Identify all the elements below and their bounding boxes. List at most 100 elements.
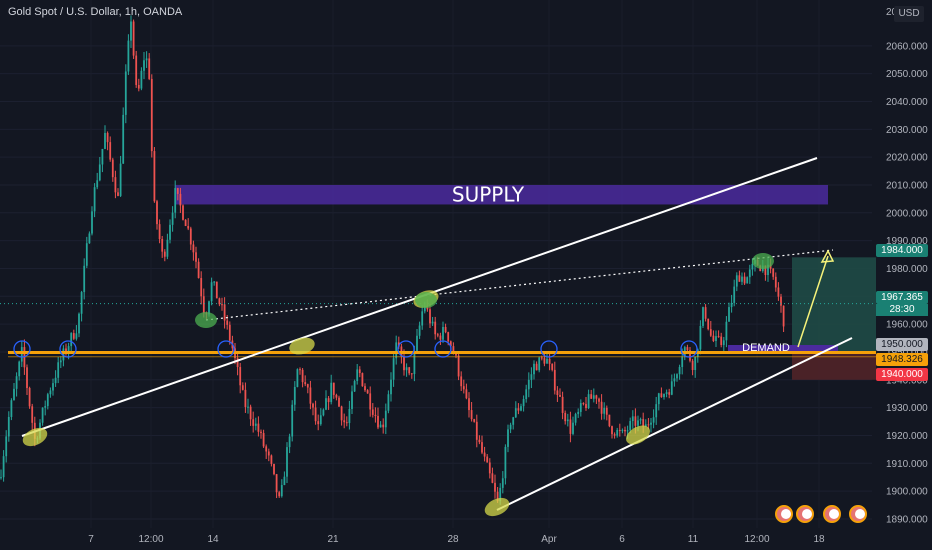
candle-body <box>481 442 483 453</box>
candle-body <box>605 407 608 415</box>
candle-body <box>286 447 288 477</box>
candle-body <box>735 275 738 287</box>
candle-body <box>494 482 496 492</box>
candle-body <box>44 406 47 408</box>
support-test-marker[interactable] <box>434 340 452 358</box>
candle-body <box>455 353 457 356</box>
candle-body <box>348 408 351 424</box>
candle-body <box>777 287 780 297</box>
candle-body <box>512 417 515 425</box>
candle-body <box>59 360 62 363</box>
candle-body <box>704 307 707 319</box>
level-touch-marker[interactable] <box>195 312 217 328</box>
projection-arrow[interactable] <box>797 255 829 348</box>
candle-body <box>613 434 616 436</box>
last-price-label: 1967.365 <box>876 291 928 304</box>
target-zone[interactable] <box>792 257 876 352</box>
candle-body <box>621 429 624 431</box>
candle-body <box>530 374 533 380</box>
candle-body <box>514 408 517 418</box>
candle-body <box>525 389 528 400</box>
candle-body <box>192 244 195 253</box>
lower-trendline[interactable] <box>496 337 853 511</box>
candle-body <box>660 393 663 398</box>
currency-button[interactable]: USD <box>894 6 924 22</box>
candle-body <box>442 326 444 340</box>
candle-body <box>725 321 728 341</box>
candle-body <box>392 358 395 380</box>
candle-body <box>533 363 535 375</box>
candle-body <box>197 261 200 279</box>
candle-body <box>527 379 530 390</box>
candle-body <box>93 187 96 212</box>
candle-body <box>369 393 372 410</box>
candle-body <box>543 358 546 364</box>
candle-body <box>585 403 587 409</box>
candle-body <box>603 407 606 414</box>
y-tick-label: 2060.000 <box>886 41 928 52</box>
trendline-touch-marker[interactable] <box>482 494 512 519</box>
candle-body <box>15 376 18 389</box>
candle-body <box>306 384 309 388</box>
candle-body <box>122 114 125 164</box>
candle-body <box>46 394 49 407</box>
candle-body <box>548 358 551 364</box>
projection-arrow-head <box>820 249 835 263</box>
candle-body <box>473 419 476 422</box>
candle-body <box>595 395 598 399</box>
candle-body <box>405 367 408 371</box>
support-test-marker[interactable] <box>217 340 235 358</box>
candle-body <box>223 304 226 321</box>
trendline-touch-marker[interactable] <box>287 335 316 357</box>
candle-body <box>364 386 366 391</box>
candle-body <box>639 419 642 421</box>
support-test-marker[interactable] <box>397 340 415 358</box>
candle-body <box>184 219 187 226</box>
candle-body <box>124 71 127 115</box>
candle-body <box>288 436 291 448</box>
candle-body <box>616 429 619 436</box>
stop-zone[interactable] <box>792 351 876 380</box>
candle-body <box>135 55 138 85</box>
candle-body <box>83 265 86 293</box>
candle-body <box>353 381 356 392</box>
candle-body <box>444 326 447 333</box>
candle-body <box>452 346 455 354</box>
support-test-marker[interactable] <box>59 340 77 358</box>
level-touch-marker[interactable] <box>415 292 437 308</box>
candle-body <box>551 363 554 370</box>
candle-body <box>579 403 582 412</box>
dotted-target-line[interactable] <box>205 249 834 321</box>
symbol-title[interactable]: Gold Spot / U.S. Dollar, 1h, OANDA <box>8 6 183 18</box>
candle-body <box>782 305 785 327</box>
candle-body <box>377 415 379 428</box>
candle-body <box>340 406 343 421</box>
y-tick-label: 2000.000 <box>886 208 928 219</box>
candle-body <box>501 478 504 488</box>
candle-body <box>618 429 621 431</box>
support-test-marker[interactable] <box>680 340 698 358</box>
bar-countdown-label: 28:30 <box>876 304 928 316</box>
candle-body <box>239 367 242 386</box>
candle-body <box>553 369 556 391</box>
y-tick-label: 1930.000 <box>886 403 928 414</box>
flag-icon <box>855 509 865 519</box>
candle-body <box>478 439 481 443</box>
level-touch-marker[interactable] <box>752 253 774 269</box>
trendline-touch-marker[interactable] <box>20 424 50 449</box>
candle-body <box>262 433 265 447</box>
candle-body <box>13 388 15 401</box>
candle-body <box>119 163 122 196</box>
y-tick-label: 1900.000 <box>886 487 928 498</box>
candle-body <box>676 374 678 379</box>
support-test-marker[interactable] <box>13 340 31 358</box>
supply-zone[interactable] <box>175 184 828 205</box>
trendline-touch-marker[interactable] <box>623 422 654 449</box>
candle-body <box>254 423 257 426</box>
candle-body <box>309 387 312 404</box>
candle-body <box>702 307 704 326</box>
support-test-marker[interactable] <box>540 340 558 358</box>
candle-body <box>678 367 681 375</box>
demand-zone[interactable] <box>728 345 838 352</box>
